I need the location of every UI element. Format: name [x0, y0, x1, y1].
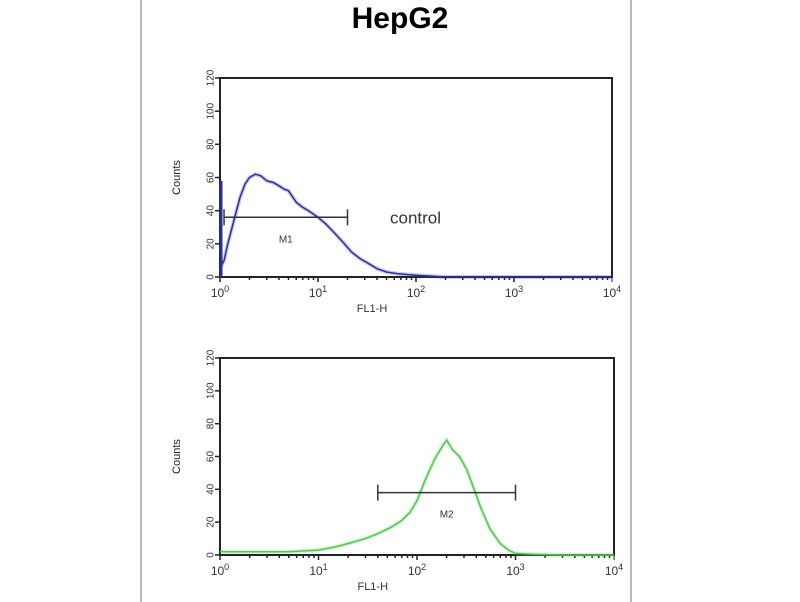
- y-tick-label: 40: [206, 205, 217, 217]
- chart-title: HepG2: [351, 2, 449, 35]
- x-axis-label: FL1-H: [357, 303, 388, 315]
- x-tick-label: 101: [309, 284, 327, 300]
- y-axis-label: Counts: [171, 439, 183, 474]
- gate-label: M1: [279, 234, 293, 245]
- y-tick-label: 120: [206, 349, 217, 366]
- y-tick-label: 20: [206, 238, 217, 250]
- x-tick-label: 100: [211, 562, 229, 578]
- y-tick-label: 80: [206, 138, 217, 150]
- gate-label: M2: [440, 510, 454, 521]
- series-line: [220, 438, 614, 556]
- y-tick-label: 60: [206, 172, 217, 184]
- x-tick-label: 100: [211, 284, 229, 300]
- x-tick-label: 104: [605, 562, 623, 578]
- plot-area: [219, 357, 615, 556]
- y-tick-label: 80: [206, 418, 217, 430]
- annotation-label: control: [390, 208, 441, 227]
- series-halo: [220, 436, 614, 557]
- y-tick-label: 60: [206, 451, 217, 463]
- y-axis-label: Counts: [171, 160, 183, 195]
- x-axis-label: FL1-H: [357, 581, 388, 593]
- x-tick-label: 104: [603, 284, 621, 300]
- y-tick-label: 0: [206, 552, 217, 558]
- y-tick-label: 100: [206, 102, 217, 119]
- y-tick-label: 100: [206, 382, 217, 399]
- x-tick-label: 103: [506, 562, 524, 578]
- y-tick-label: 20: [206, 516, 217, 528]
- x-tick-label: 102: [408, 562, 426, 578]
- x-tick-label: 103: [505, 284, 523, 300]
- y-tick-label: 0: [206, 274, 217, 280]
- x-tick-label: 102: [407, 284, 425, 300]
- y-tick-label: 40: [206, 483, 217, 495]
- figure-frame: [140, 0, 632, 602]
- plot-area: [219, 77, 613, 278]
- series-line: [219, 173, 612, 278]
- x-tick-label: 101: [309, 562, 327, 578]
- y-tick-label: 120: [206, 69, 217, 86]
